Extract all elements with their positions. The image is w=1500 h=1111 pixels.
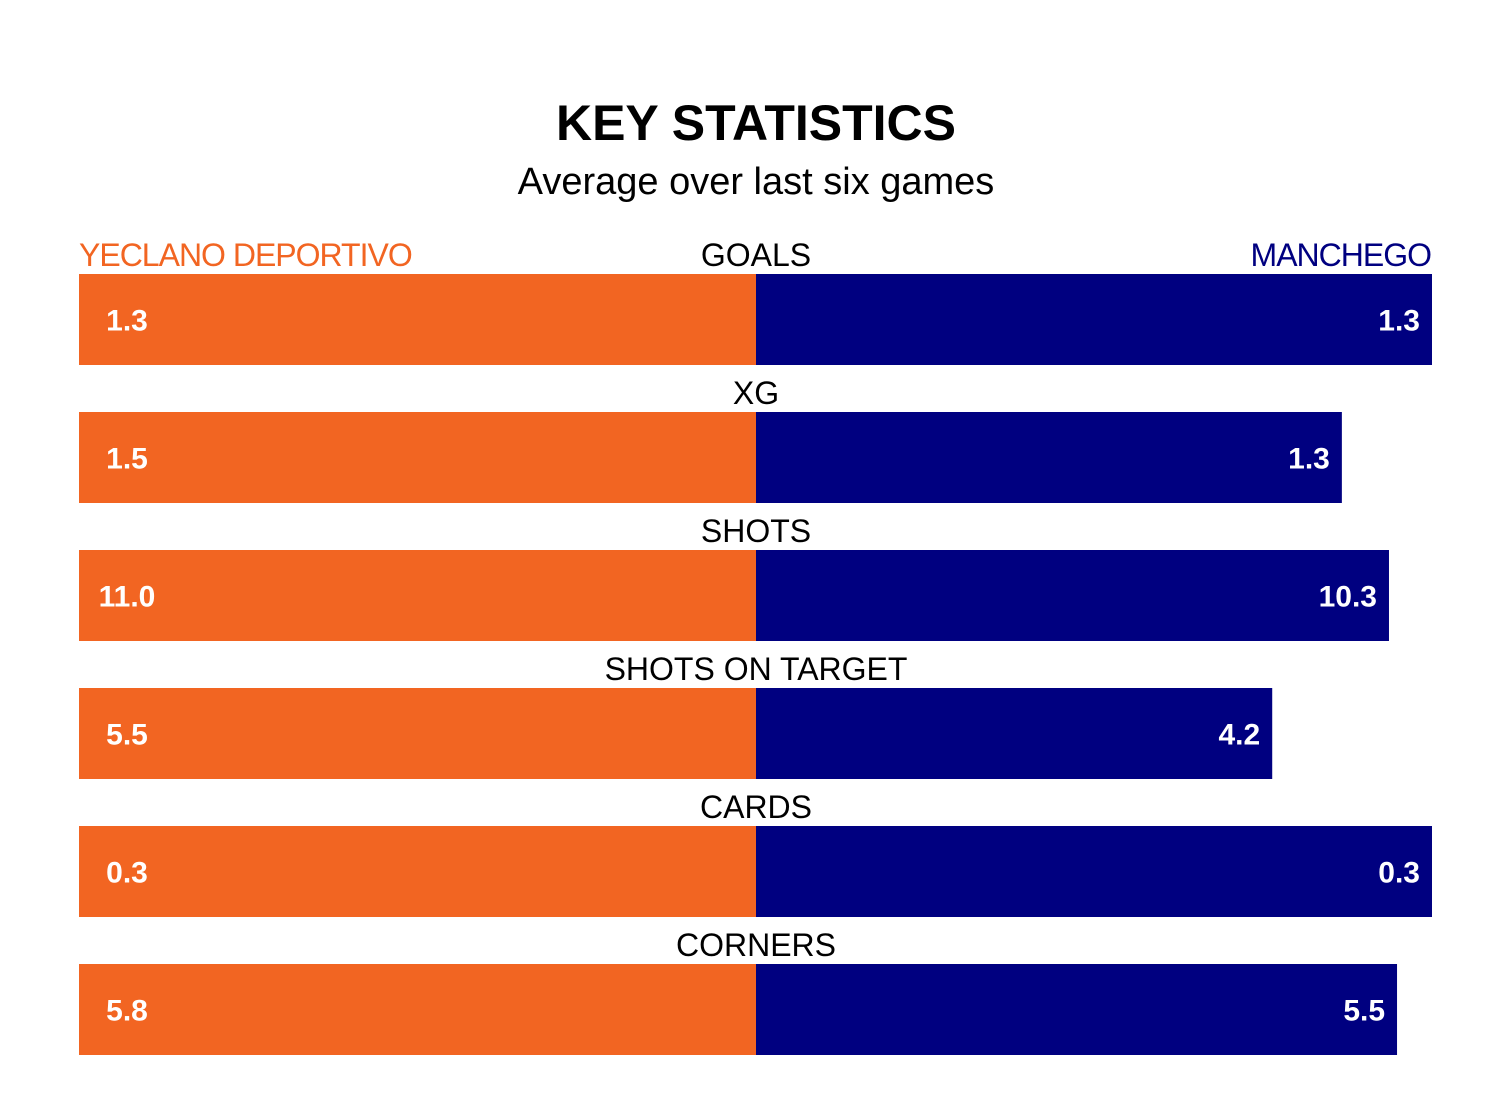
team-left-label: YECLANO DEPORTIVO	[79, 237, 412, 273]
team-right-label: MANCHEGO	[1251, 237, 1432, 273]
value-left-xg: 1.5	[106, 443, 148, 476]
value-right-cards: 0.3	[1378, 857, 1420, 890]
value-right-shots-on-target: 4.2	[1218, 719, 1260, 752]
value-left-goals: 1.3	[106, 305, 148, 338]
value-right-corners: 5.5	[1343, 995, 1385, 1028]
stat-label-shots: SHOTS	[701, 513, 811, 549]
bar-left-shots	[79, 550, 756, 641]
bar-right-goals	[756, 274, 1432, 365]
value-left-shots: 11.0	[99, 581, 156, 614]
bar-left-cards	[79, 826, 756, 917]
bar-right-corners	[756, 964, 1398, 1055]
bar-right-xg	[756, 412, 1342, 503]
value-left-shots-on-target: 5.5	[106, 719, 148, 752]
bar-left-goals	[79, 274, 756, 365]
value-right-xg: 1.3	[1288, 443, 1330, 476]
bar-right-cards	[756, 826, 1432, 917]
stat-label-shots-on-target: SHOTS ON TARGET	[605, 651, 908, 687]
chart-subtitle: Average over last six games	[518, 161, 995, 203]
bar-left-xg	[79, 412, 756, 503]
bar-right-shots	[756, 550, 1389, 641]
stat-rows: GOALS 1.3 1.3 XG 1.5 1.3 SHOTS 11.0 10.3 SHOTS ON…	[79, 237, 1432, 1055]
bar-left-corners	[79, 964, 756, 1055]
stat-label-goals: GOALS	[701, 237, 811, 273]
stat-label-corners: CORNERS	[676, 927, 836, 963]
stat-label-xg: XG	[733, 375, 779, 411]
value-right-shots: 10.3	[1319, 581, 1377, 614]
bar-right-shots-on-target	[756, 688, 1273, 779]
stat-label-cards: CARDS	[700, 789, 812, 825]
chart-title: KEY STATISTICS	[556, 95, 956, 151]
bar-left-shots-on-target	[79, 688, 756, 779]
value-left-corners: 5.8	[106, 995, 148, 1028]
value-left-cards: 0.3	[106, 857, 148, 890]
value-right-goals: 1.3	[1378, 305, 1420, 338]
